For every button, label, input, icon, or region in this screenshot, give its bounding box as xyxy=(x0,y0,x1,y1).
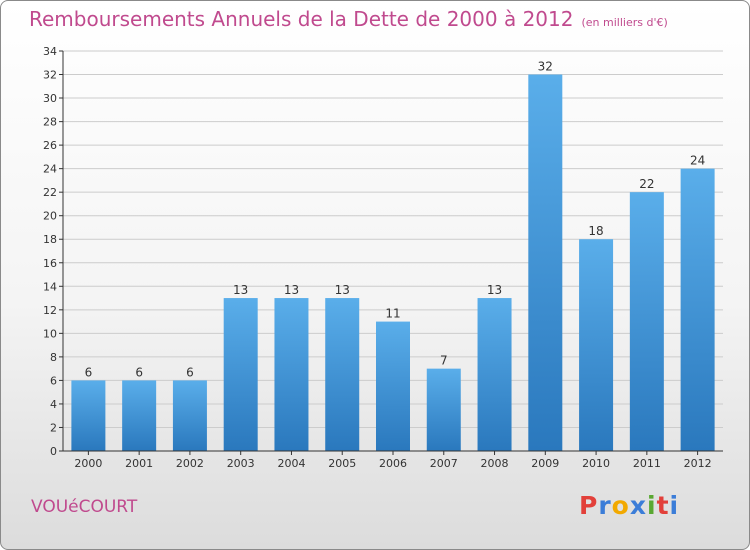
chart-subtitle: (en milliers d'€) xyxy=(581,16,668,29)
chart-title: Remboursements Annuels de la Dette de 20… xyxy=(29,7,668,31)
y-tick-label: 26 xyxy=(43,139,57,152)
bar-value-label: 7 xyxy=(440,354,448,368)
bar xyxy=(376,321,410,451)
bar xyxy=(274,298,309,451)
x-tick-label: 2003 xyxy=(227,457,255,470)
y-tick-label: 10 xyxy=(43,327,57,340)
y-tick-label: 20 xyxy=(43,210,57,223)
bar xyxy=(629,192,664,452)
y-tick-label: 8 xyxy=(50,351,57,364)
x-tick-label: 2008 xyxy=(481,457,509,470)
x-tick-label: 2002 xyxy=(176,457,204,470)
x-tick-label: 2010 xyxy=(582,457,610,470)
x-tick-label: 2006 xyxy=(379,457,407,470)
x-tick-label: 2000 xyxy=(74,457,102,470)
labels: 0246810121416182022242628303234620006200… xyxy=(43,45,712,470)
logo-letter: i xyxy=(647,491,657,520)
bar-value-label: 24 xyxy=(690,154,705,168)
x-tick-label: 2007 xyxy=(430,457,458,470)
logo-letter: t xyxy=(656,491,670,520)
logo-letter: i xyxy=(669,491,680,520)
y-tick-label: 28 xyxy=(43,116,57,129)
x-tick-label: 2001 xyxy=(125,457,153,470)
y-tick-label: 0 xyxy=(50,445,57,458)
bar xyxy=(528,74,563,451)
bar-value-label: 13 xyxy=(233,283,248,297)
axes xyxy=(59,50,723,455)
bar-value-label: 22 xyxy=(639,177,654,191)
y-tick-label: 6 xyxy=(50,374,57,387)
x-tick-label: 2011 xyxy=(633,457,661,470)
bar-value-label: 13 xyxy=(487,283,502,297)
y-tick-label: 2 xyxy=(50,421,57,434)
commune-name: VOUéCOURT xyxy=(31,497,138,517)
bar-value-label: 32 xyxy=(538,60,553,74)
bar xyxy=(325,298,360,451)
bar xyxy=(477,298,512,451)
bar xyxy=(223,298,258,451)
bars xyxy=(71,74,715,452)
bar xyxy=(680,168,715,451)
logo-letter: x xyxy=(629,491,647,520)
y-tick-label: 30 xyxy=(43,92,57,105)
y-tick-label: 12 xyxy=(43,304,57,317)
bar xyxy=(122,380,157,451)
y-tick-label: 24 xyxy=(43,163,57,176)
x-tick-label: 2005 xyxy=(328,457,356,470)
bar xyxy=(172,380,207,451)
logo-letter: P xyxy=(579,491,599,520)
bar-value-label: 11 xyxy=(385,307,400,321)
bar xyxy=(426,368,461,451)
y-tick-label: 14 xyxy=(43,280,57,293)
logo-letter: o xyxy=(611,491,630,520)
y-tick-label: 18 xyxy=(43,233,57,246)
bar xyxy=(579,239,614,451)
y-tick-label: 22 xyxy=(43,186,57,199)
bar-value-label: 6 xyxy=(135,365,143,379)
logo-letter: r xyxy=(598,491,612,520)
bar-value-label: 13 xyxy=(284,283,299,297)
bar xyxy=(71,380,106,451)
bar-value-label: 18 xyxy=(588,224,603,238)
bar-value-label: 6 xyxy=(186,365,194,379)
y-tick-label: 32 xyxy=(43,69,57,82)
x-tick-label: 2012 xyxy=(684,457,712,470)
chart-title-text: Remboursements Annuels de la Dette de 20… xyxy=(29,7,574,31)
y-tick-label: 4 xyxy=(50,398,57,411)
x-tick-label: 2004 xyxy=(277,457,305,470)
bar-value-label: 6 xyxy=(85,365,93,379)
x-tick-label: 2009 xyxy=(531,457,559,470)
y-tick-label: 34 xyxy=(43,45,57,58)
bar-value-label: 13 xyxy=(335,283,350,297)
y-tick-label: 16 xyxy=(43,257,57,270)
proxiti-logo: Proxiti xyxy=(579,491,679,520)
